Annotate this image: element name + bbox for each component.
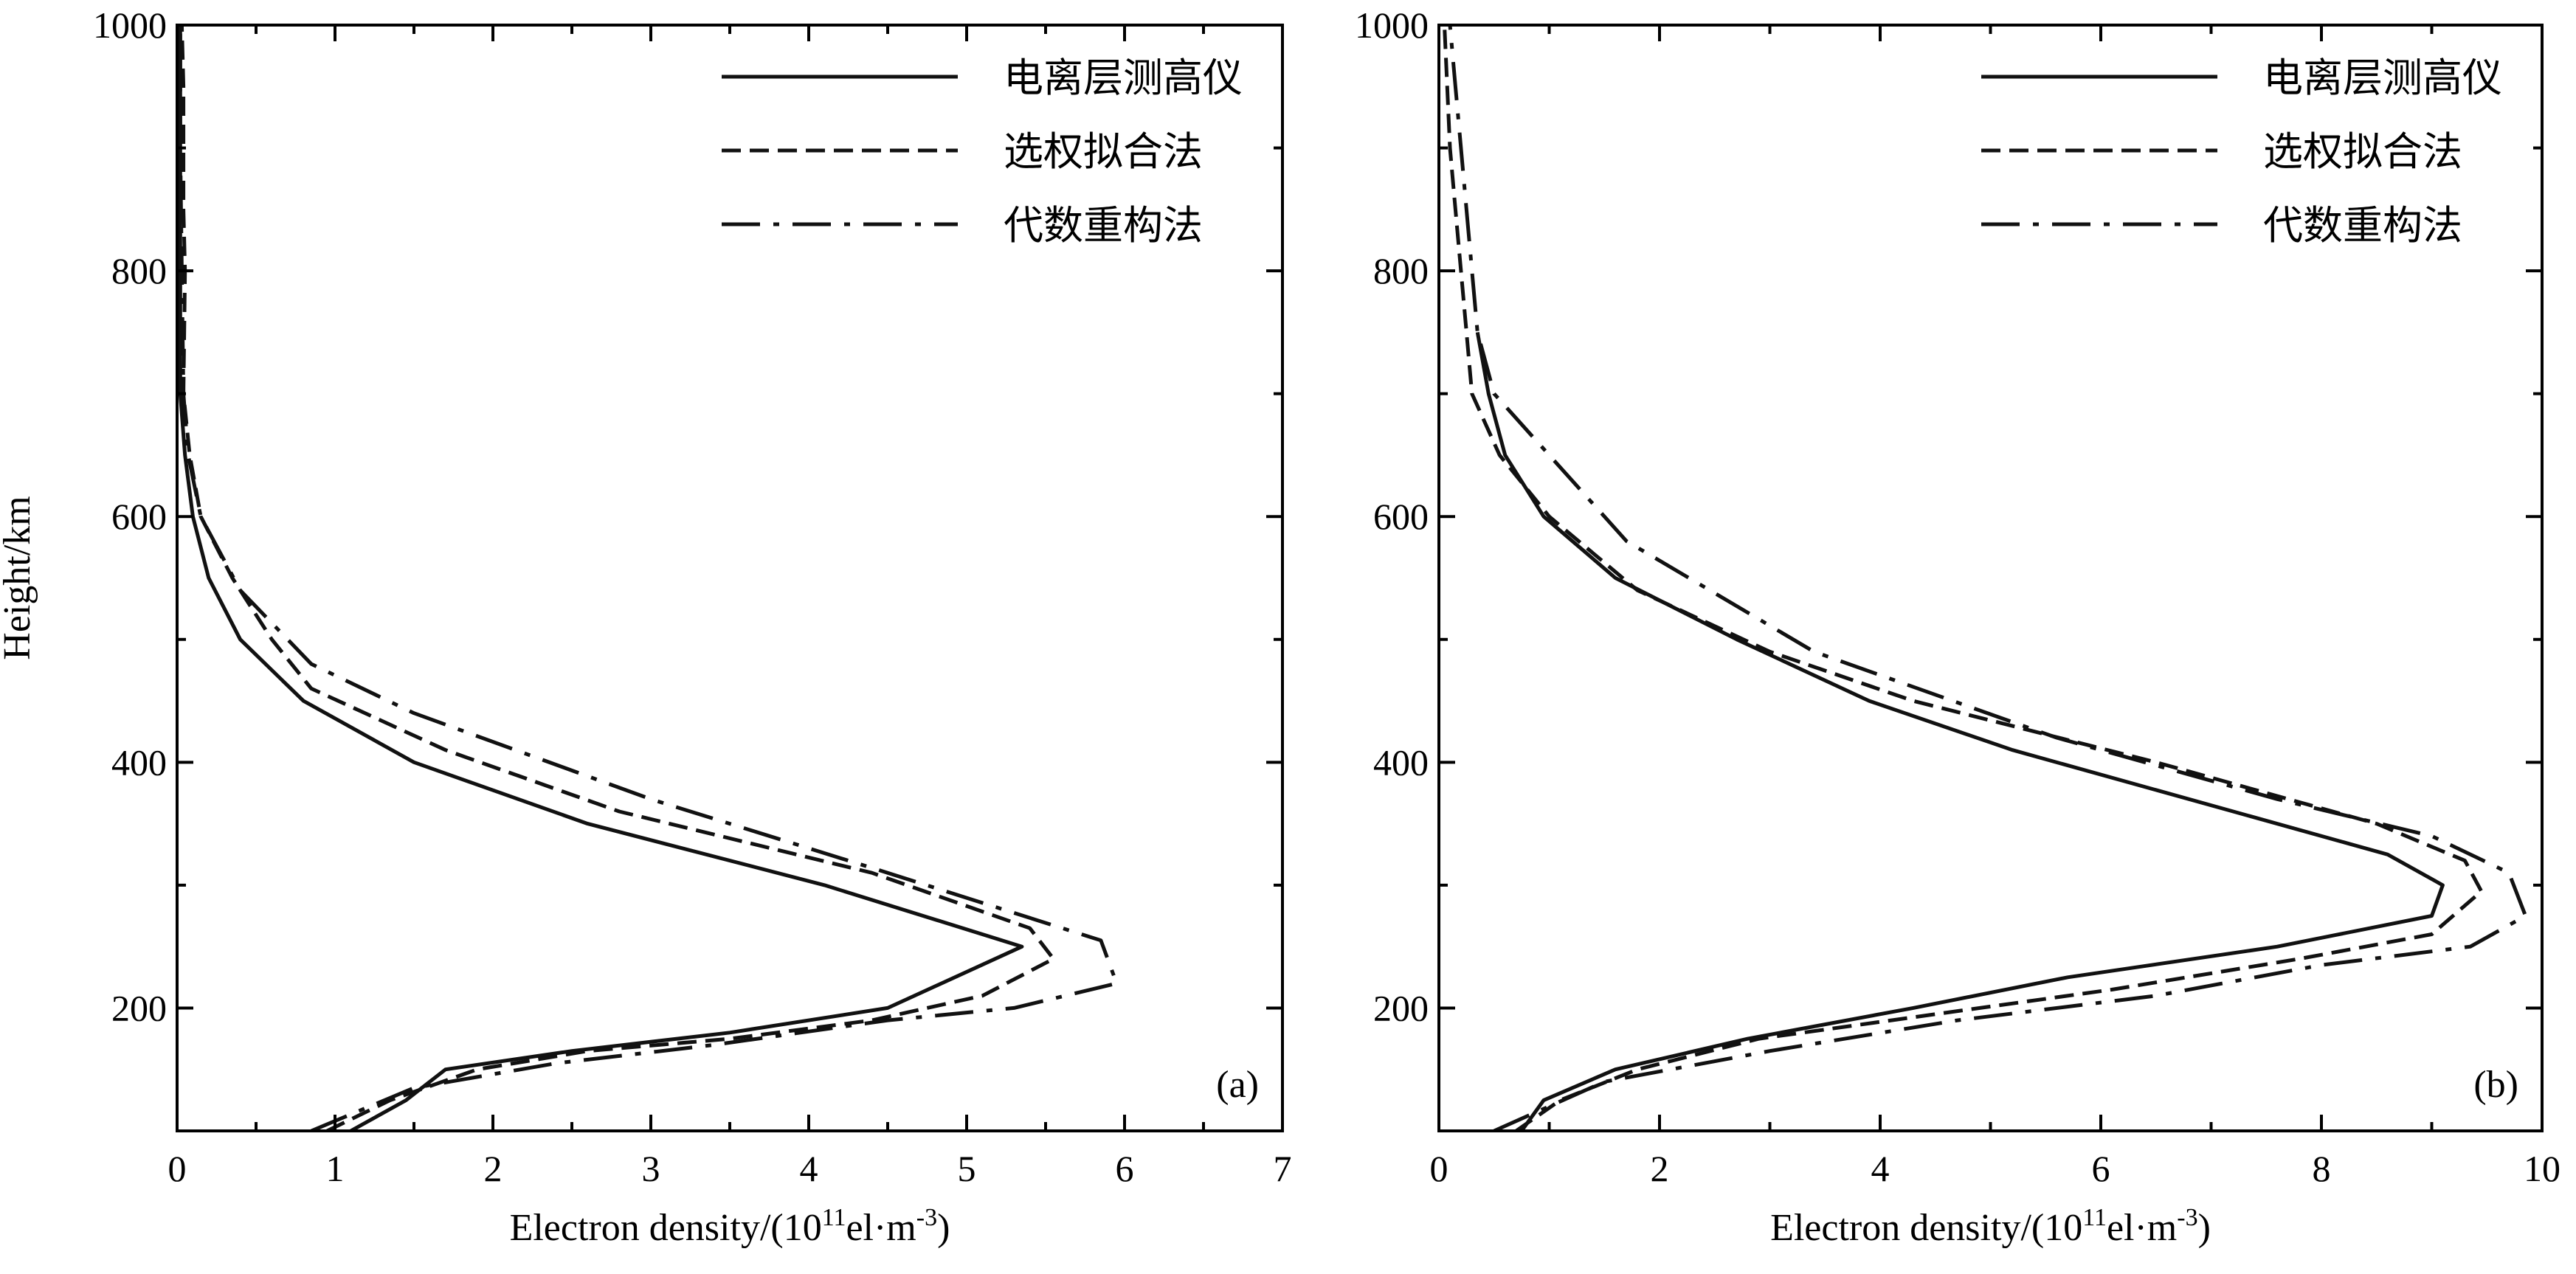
y-tick-label: 800: [1373, 250, 1429, 291]
x-axis-label: Electron density/(1011el·m-3): [1770, 1204, 2211, 1249]
chart-panel-b: 0 2 4 6 8 10 200 400 600 800 1000 Electron density/…: [1355, 4, 2561, 1249]
series-line-dashed: [179, 25, 1056, 1131]
y-tick-label: 400: [1373, 741, 1429, 783]
plot-frame: [176, 24, 1284, 1132]
series-line-solid: [178, 25, 1024, 1131]
x-tick-label: 7: [1274, 1148, 1292, 1189]
x-tick-label: 10: [2524, 1148, 2561, 1189]
panel-label: (b): [2473, 1064, 2518, 1106]
legend-label: 选权拟合法: [1004, 130, 1203, 174]
legend-label: 代数重构法: [2263, 204, 2462, 248]
y-tick-label: 200: [111, 987, 167, 1028]
y-axis-label: Height/km: [0, 496, 38, 659]
x-tick-label: 8: [2313, 1148, 2331, 1189]
x-tick-label: 2: [1651, 1148, 1669, 1189]
x-tick-label: 5: [958, 1148, 976, 1189]
x-tick-label: 0: [168, 1148, 187, 1189]
series-line-solid: [1475, 331, 2445, 1131]
x-tick-label: 4: [1871, 1148, 1890, 1189]
legend-label: 电离层测高仪: [1004, 56, 1243, 100]
y-tick-label: 400: [111, 741, 167, 783]
y-tick-label: 1000: [1355, 4, 1429, 46]
x-tick-label: 6: [1116, 1148, 1134, 1189]
x-tick-label: 4: [800, 1148, 818, 1189]
x-tick-label: 0: [1430, 1148, 1448, 1189]
legend-label: 选权拟合法: [2263, 130, 2462, 174]
x-tick-label: 2: [484, 1148, 503, 1189]
series-line-dashdot: [1448, 25, 2528, 1131]
legend-label: 代数重构法: [1004, 204, 1203, 248]
legend-label: 电离层测高仪: [2263, 56, 2502, 100]
x-tick-label: 6: [2092, 1148, 2110, 1189]
series-line-dashdot: [178, 25, 1119, 1131]
y-tick-label: 600: [111, 496, 167, 537]
x-axis-label: Electron density/(1011el·m-3): [510, 1204, 950, 1249]
y-tick-label: 200: [1373, 987, 1429, 1028]
x-tick-label: 3: [642, 1148, 660, 1189]
series-line-dashed: [1443, 25, 2484, 1131]
y-tick-label: 800: [111, 250, 167, 291]
y-tick-label: 600: [1373, 496, 1429, 537]
panel-label: (a): [1216, 1064, 1259, 1106]
plot-frame: [1437, 24, 2544, 1132]
y-tick-label: 1000: [93, 4, 167, 46]
chart-panel-a: 0 1 2 3 4 5 6 7 200 400 600 800 1000 Electron density…: [0, 4, 1292, 1249]
x-tick-label: 1: [326, 1148, 345, 1189]
